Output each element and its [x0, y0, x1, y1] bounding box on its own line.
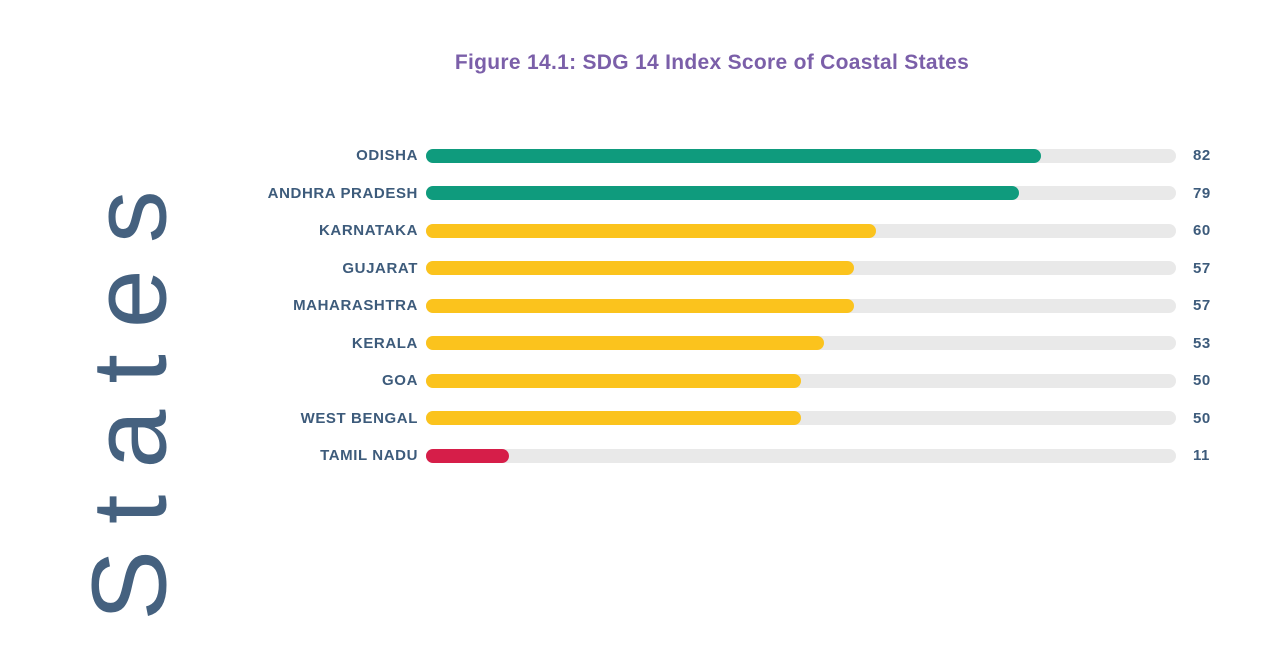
state-label: TAMIL NADU [320, 447, 418, 465]
score-bar [426, 261, 854, 276]
bar-track [426, 373, 1176, 388]
chart-row: MAHARASHTRA 57 [220, 287, 1235, 325]
state-label: ANDHRA PRADESH [267, 184, 418, 202]
score-value: 50 [1193, 409, 1211, 427]
state-label: WEST BENGAL [300, 409, 418, 427]
score-value: 57 [1193, 297, 1211, 315]
bar-track [426, 186, 1176, 201]
chart-row: ODISHA 82 [220, 137, 1235, 175]
state-label: KERALA [351, 334, 418, 352]
score-value: 53 [1193, 334, 1211, 352]
bar-track [426, 336, 1176, 351]
bar-track [426, 411, 1176, 426]
score-bar [426, 298, 854, 313]
y-axis-label-states: States [70, 164, 189, 621]
score-bar [426, 448, 509, 463]
chart-row: GOA 50 [220, 362, 1235, 400]
score-bar [426, 336, 824, 351]
state-label: GOA [382, 372, 418, 390]
chart-title: Figure 14.1: SDG 14 Index Score of Coast… [454, 51, 970, 74]
state-label: GUJARAT [342, 259, 418, 277]
chart-row: KERALA 53 [220, 325, 1235, 363]
chart-row: ANDHRA PRADESH 79 [220, 175, 1235, 213]
bar-track [426, 148, 1176, 163]
chart-row: GUJARAT 57 [220, 250, 1235, 288]
score-value: 82 [1193, 147, 1211, 165]
score-bar [426, 186, 1019, 201]
bar-track [426, 261, 1176, 276]
chart-row: TAMIL NADU 11 [220, 437, 1235, 475]
score-bar [426, 373, 801, 388]
score-value: 11 [1193, 447, 1210, 465]
score-value: 57 [1193, 259, 1211, 277]
state-label: MAHARASHTRA [293, 297, 418, 315]
bar-chart: ODISHA 82 ANDHRA PRADESH 79 KARNATAKA 60… [220, 137, 1235, 475]
state-label: ODISHA [356, 147, 418, 165]
score-bar [426, 223, 876, 238]
score-bar [426, 411, 801, 426]
bar-track [426, 223, 1176, 238]
score-bar [426, 148, 1041, 163]
chart-row: KARNATAKA 60 [220, 212, 1235, 250]
chart-row: WEST BENGAL 50 [220, 400, 1235, 438]
score-value: 50 [1193, 372, 1211, 390]
score-value: 60 [1193, 222, 1211, 240]
state-label: KARNATAKA [319, 222, 418, 240]
bar-track [426, 298, 1176, 313]
bar-track [426, 448, 1176, 463]
score-value: 79 [1193, 184, 1211, 202]
